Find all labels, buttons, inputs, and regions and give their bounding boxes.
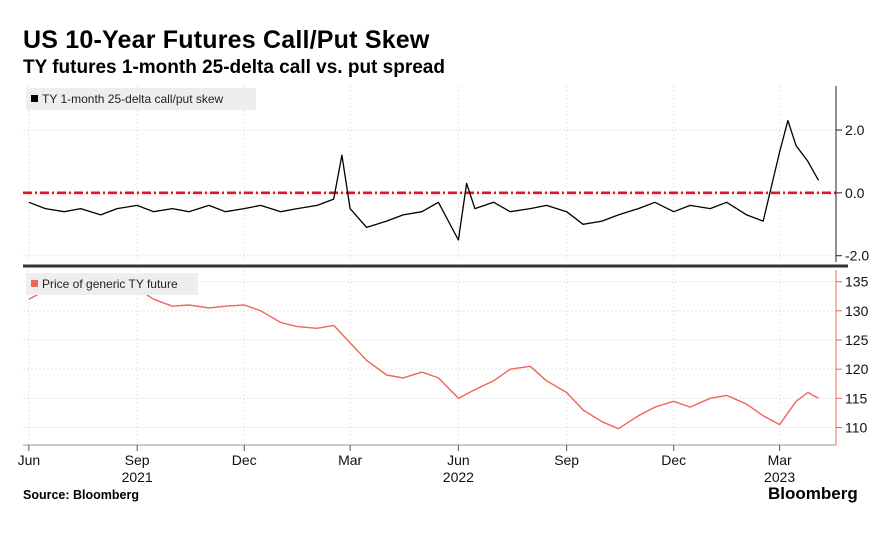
x-tick-label: Jun (447, 452, 470, 468)
bottom-legend-box (26, 273, 198, 295)
top-y-axis: 2.0 0.0 -2.0 (835, 86, 869, 264)
top-legend-box (26, 88, 256, 110)
top-y-tick-label: 0.0 (845, 185, 865, 201)
bottom-y-tick-label: 135 (845, 274, 869, 290)
x-tick-label: Dec (661, 452, 686, 468)
chart-subtitle: TY futures 1-month 25-delta call vs. put… (23, 57, 445, 78)
top-legend-label: TY 1-month 25-delta call/put skew (42, 92, 224, 106)
x-tick-label: Sep (125, 452, 150, 468)
chart-title: US 10-Year Futures Call/Put Skew (23, 26, 430, 54)
source-note: Source: Bloomberg (23, 488, 139, 502)
x-tick-label: Mar (338, 452, 362, 468)
bloomberg-logo: Bloomberg (768, 484, 858, 503)
bottom-panel: 135 130 125 120 115 110 Price of generic TY f… (23, 270, 869, 445)
x-year-label: 2021 (122, 469, 153, 485)
bottom-legend-swatch (31, 280, 38, 287)
x-tick-label: Mar (768, 452, 792, 468)
bottom-y-tick-label: 130 (845, 303, 869, 319)
x-year-label: 2022 (443, 469, 474, 485)
x-tick-label: Jun (18, 452, 41, 468)
price-series-line (28, 282, 819, 430)
top-legend-swatch (31, 95, 38, 102)
top-y-tick-label: 2.0 (845, 122, 865, 138)
top-panel: 2.0 0.0 -2.0 TY 1-month 25-delta call/put … (23, 86, 869, 264)
top-y-tick-label: -2.0 (845, 248, 869, 264)
top-legend: TY 1-month 25-delta call/put skew (26, 88, 256, 110)
bottom-y-tick-label: 120 (845, 361, 869, 377)
x-tick-label: Dec (232, 452, 257, 468)
x-tick-label: Sep (554, 452, 579, 468)
x-year-label: 2023 (764, 469, 795, 485)
bottom-gridlines (23, 270, 836, 445)
bottom-legend: Price of generic TY future (26, 273, 198, 295)
bottom-y-tick-label: 125 (845, 332, 869, 348)
bottom-y-tick-label: 115 (845, 390, 868, 406)
bottom-y-axis: 135 130 125 120 115 110 (835, 270, 869, 445)
bottom-legend-label: Price of generic TY future (42, 277, 178, 291)
skew-series-line (28, 119, 820, 241)
top-gridlines (23, 86, 836, 262)
bottom-y-tick-label: 110 (845, 420, 868, 436)
x-axis: Jun Sep Dec Mar Jun Sep Dec Mar 2021 2022 2023 (18, 444, 836, 485)
